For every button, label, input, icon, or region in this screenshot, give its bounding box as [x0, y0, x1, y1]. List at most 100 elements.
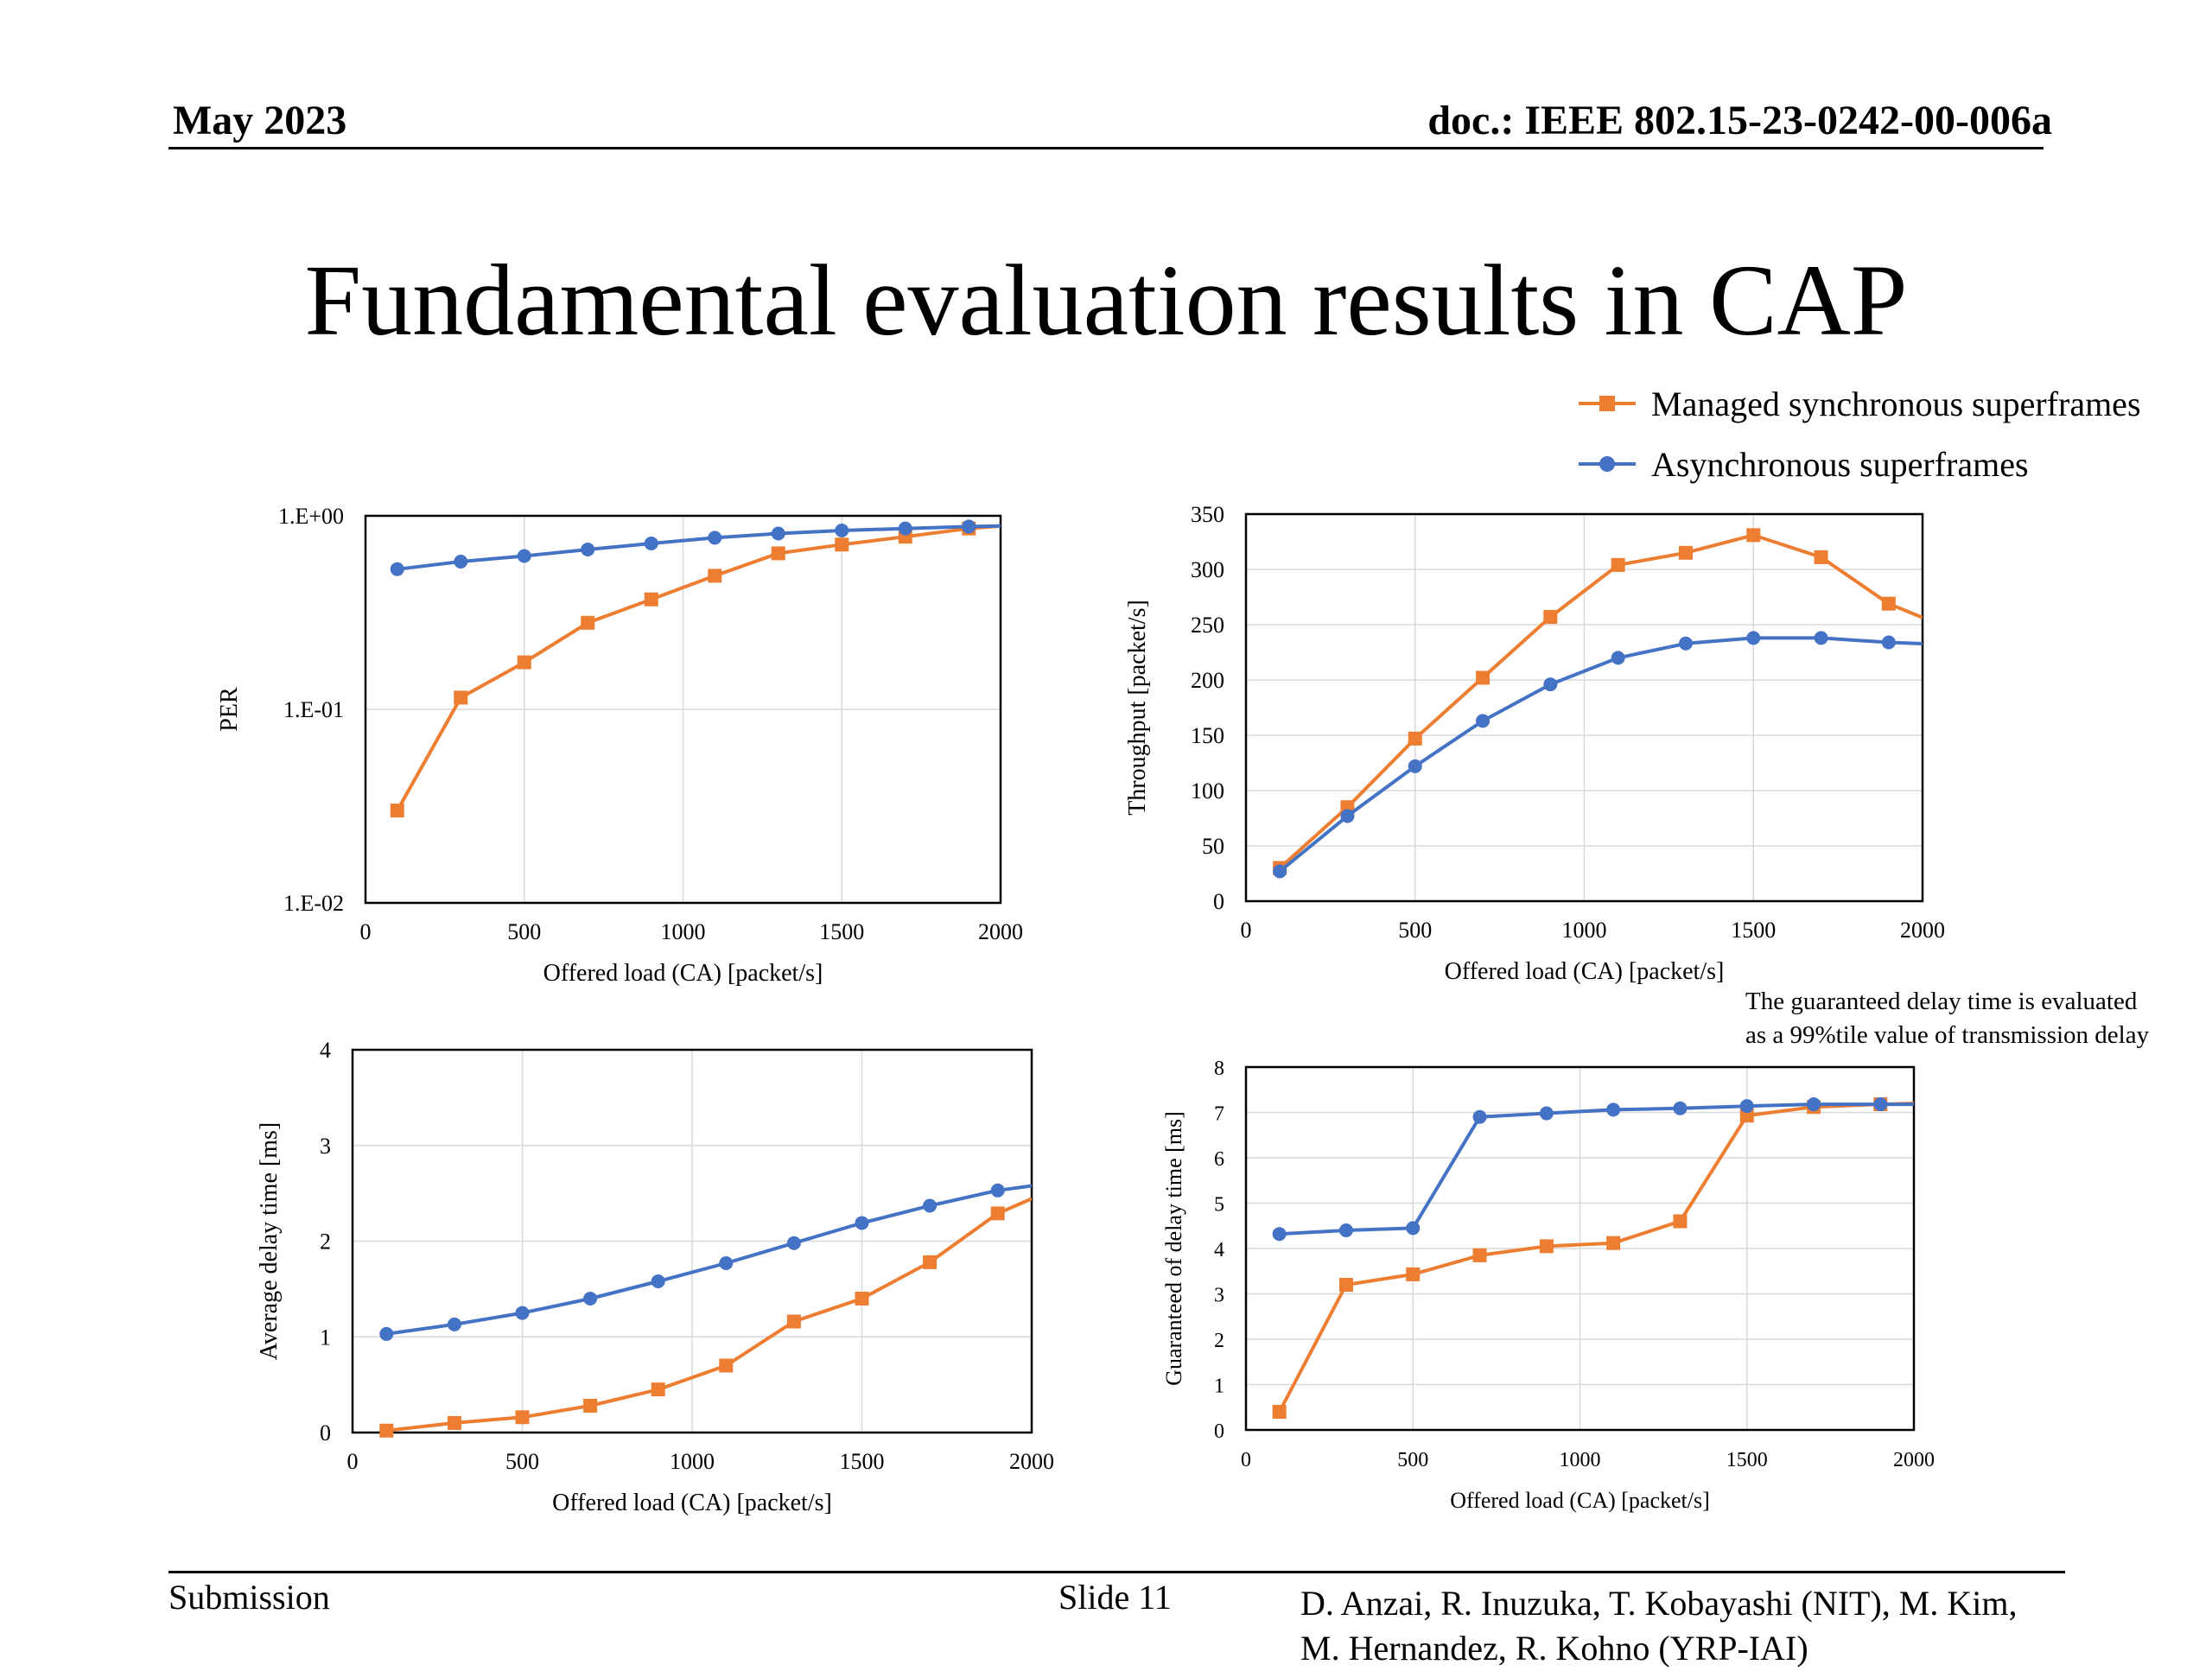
chart-guaranteed-delay: 0 500 1000 1500 2000 0 1 2 3 4 5 6 7 8 Offered load (C… [1145, 1058, 1992, 1547]
data-point-square [454, 690, 468, 705]
y-axis-label: Guaranteed of delay time [ms] [1161, 1111, 1186, 1386]
data-point-square [1476, 670, 1491, 685]
data-point-circle [1539, 1106, 1554, 1121]
data-point-circle [379, 1326, 394, 1341]
legend-label-async: Asynchronous superframes [1651, 444, 2029, 484]
x-tick-label: 1500 [1731, 918, 1776, 943]
chart-throughput: 0 500 1000 1500 2000 0 50 100 150 200 250 300 350 Off… [1119, 502, 1992, 1002]
x-tick-label: 500 [507, 919, 541, 944]
y-tick-label: 8 [1214, 1058, 1224, 1080]
series-line [1277, 1102, 1914, 1413]
y-tick-label: 50 [1202, 834, 1224, 859]
data-point-circle [447, 1317, 461, 1331]
plot-frame [364, 514, 1002, 905]
data-point-square [835, 537, 849, 552]
series-managed [390, 521, 1001, 818]
data-point-square [786, 1314, 801, 1329]
data-point-circle [1881, 635, 1896, 650]
data-point-circle [1476, 714, 1491, 728]
data-point-circle [898, 521, 912, 536]
x-tick-label: 500 [505, 1449, 539, 1474]
data-point-square [447, 1415, 461, 1430]
y-tick-label: 0 [1214, 1420, 1224, 1443]
data-point-circle [1678, 636, 1693, 651]
x-tick-label: 2000 [1009, 1449, 1054, 1474]
y-tick-label: 1.E-02 [283, 891, 344, 916]
chart-average-delay: 0 500 1000 1500 2000 0 1 2 3 4 Offered load (CA) [… [251, 1038, 1080, 1538]
data-point-square [1881, 596, 1896, 611]
y-tick-label: 250 [1191, 613, 1224, 638]
plot-frame [1244, 512, 1924, 903]
data-point-circle [651, 1274, 665, 1289]
data-point-circle [1408, 759, 1422, 773]
slide-title: Fundamental evaluation results in CAP [304, 244, 1908, 357]
y-tick-label: 100 [1191, 778, 1224, 804]
y-tick-label: 2 [1214, 1330, 1224, 1352]
y-axis-label: PER [216, 687, 243, 732]
y-tick-label: 5 [1214, 1194, 1224, 1217]
data-point-circle [1746, 631, 1761, 645]
legend-item-async: Asynchronous superframes [1577, 434, 2141, 494]
y-tick-label: 7 [1214, 1103, 1224, 1126]
series-async [390, 519, 1001, 576]
data-point-circle [719, 1255, 734, 1270]
data-point-circle [581, 542, 595, 556]
data-point-circle [1406, 1221, 1421, 1236]
y-tick-label: 3 [320, 1134, 331, 1159]
data-point-circle [644, 536, 658, 550]
x-tick-label: 0 [1241, 1449, 1251, 1471]
data-point-circle [1272, 1227, 1287, 1242]
data-point-circle [1739, 1099, 1754, 1114]
data-point-square [855, 1291, 869, 1306]
chart-average-delay-svg: 0 500 1000 1500 2000 0 1 2 3 4 Offered load (CA) [… [256, 1038, 1054, 1516]
data-point-circle [962, 519, 976, 534]
data-point-square [1606, 1236, 1621, 1250]
x-axis-label: Offered load (CA) [packet/s] [543, 960, 823, 987]
data-point-circle [1606, 1102, 1621, 1117]
note-line-1: The guaranteed delay time is evaluated [1745, 988, 2138, 1015]
y-tick-label: 150 [1191, 723, 1224, 748]
data-point-square [581, 615, 595, 630]
series-line [396, 524, 1001, 812]
data-point-circle [583, 1291, 598, 1306]
data-point-square [923, 1255, 938, 1269]
header-rule [168, 147, 2044, 149]
data-point-square [1406, 1267, 1421, 1281]
y-tick-label: 0 [320, 1420, 331, 1445]
legend: Managed synchronous superframes Asynchro… [1577, 373, 2141, 494]
y-tick-label: 1 [320, 1325, 331, 1350]
data-point-circle [1807, 1097, 1821, 1112]
data-point-square [719, 1358, 734, 1373]
data-point-circle [990, 1183, 1005, 1198]
footer-rule [168, 1571, 2065, 1573]
data-point-square [1678, 545, 1693, 560]
series-line [1279, 1102, 1914, 1236]
data-point-square [517, 655, 531, 670]
series-managed [1273, 528, 1923, 875]
legend-item-managed: Managed synchronous superframes [1577, 373, 2141, 434]
series-line [386, 1197, 1032, 1433]
y-axis-label: Throughput [packet/s] [1124, 600, 1151, 816]
y-tick-label: 300 [1191, 557, 1224, 582]
y-tick-label: 6 [1214, 1148, 1224, 1171]
footer-slide-number: Slide 11 [1058, 1578, 1172, 1617]
data-point-circle [515, 1306, 530, 1320]
y-tick-label: 3 [1214, 1285, 1224, 1307]
chart-throughput-svg: 0 500 1000 1500 2000 0 50 100 150 200 250 300 350 Off… [1124, 502, 1945, 985]
series-async [379, 1183, 1032, 1341]
data-point-circle [855, 1216, 869, 1230]
x-tick-label: 0 [347, 1449, 359, 1474]
x-tick-label: 500 [1398, 918, 1432, 943]
x-axis-label: Offered load (CA) [packet/s] [1445, 958, 1725, 985]
data-point-circle [1814, 631, 1828, 645]
y-tick-label: 350 [1191, 505, 1224, 527]
plot-frame [1244, 1065, 1916, 1432]
data-point-circle [1543, 677, 1558, 692]
x-tick-label: 0 [360, 919, 372, 944]
data-point-circle [1472, 1109, 1487, 1124]
data-point-circle [1673, 1101, 1688, 1115]
footer-authors-line-1: D. Anzai, R. Inuzuka, T. Kobayashi (NIT)… [1300, 1584, 2018, 1623]
series-line [1278, 636, 1923, 873]
series-managed [1272, 1097, 1914, 1419]
data-point-square [583, 1398, 598, 1413]
